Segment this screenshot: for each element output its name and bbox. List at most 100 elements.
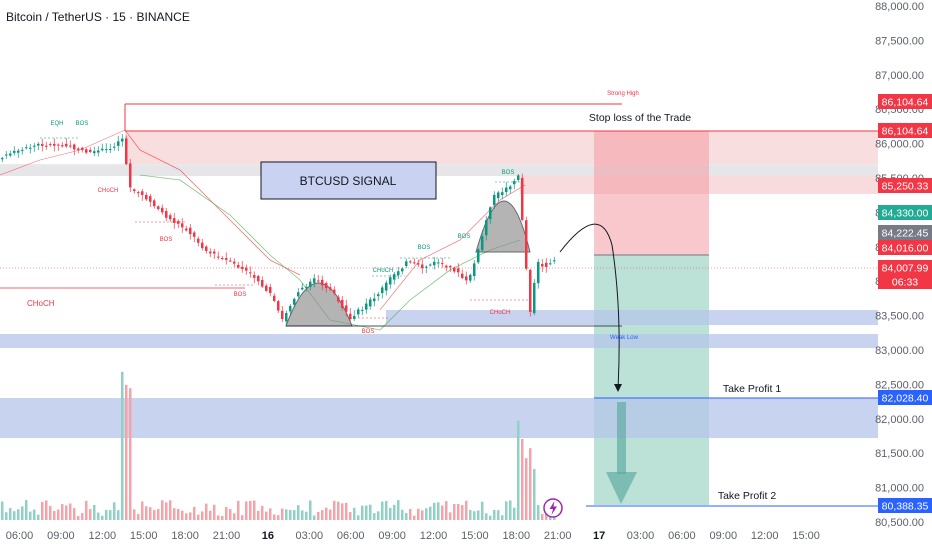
candle xyxy=(169,213,172,222)
volume-bar xyxy=(257,510,260,520)
volume-bar xyxy=(157,509,160,520)
volume-bar xyxy=(269,508,272,520)
volume-bar xyxy=(465,500,468,520)
volume-bar xyxy=(437,502,440,520)
candle xyxy=(401,267,404,275)
time-tick: 03:00 xyxy=(296,530,324,542)
time-tick: 16 xyxy=(262,530,274,542)
volume-bar xyxy=(145,506,148,520)
structure-labels: EQH BOS CHoCH BOS BOS BOS CHoCH BOS BOS CHoCH BOS xyxy=(50,121,514,335)
volume-bar xyxy=(141,501,144,520)
candle xyxy=(337,294,340,304)
candle xyxy=(393,271,396,285)
candle xyxy=(81,146,84,153)
volume-bar xyxy=(457,503,460,520)
time-tick: 12:00 xyxy=(89,530,117,542)
candle xyxy=(173,213,176,229)
volume-bar xyxy=(81,513,84,520)
time-tick: 21:00 xyxy=(213,530,241,542)
svg-text:06:33: 06:33 xyxy=(892,277,918,289)
candle xyxy=(305,283,308,292)
volume-bar xyxy=(481,501,484,520)
volume-bar xyxy=(541,513,544,520)
candle xyxy=(177,219,180,229)
volume-bar xyxy=(265,511,268,520)
volume-bar xyxy=(381,501,384,520)
candle xyxy=(153,198,156,209)
svg-text:84,222.45: 84,222.45 xyxy=(882,228,929,240)
volume-bar xyxy=(501,515,504,520)
candle xyxy=(141,188,144,201)
volume-bar xyxy=(337,501,340,520)
candle xyxy=(485,216,488,241)
volume-bar xyxy=(189,512,192,520)
candle xyxy=(369,297,372,310)
price-tick: 81,000.00 xyxy=(875,483,924,495)
candle xyxy=(217,251,220,260)
time-tick: 18:00 xyxy=(503,530,531,542)
volume-bar xyxy=(413,515,416,520)
candle xyxy=(437,258,440,268)
volume-bar xyxy=(409,508,412,520)
candle xyxy=(213,248,216,259)
volume-bar xyxy=(205,503,208,520)
volume-bar xyxy=(277,515,280,520)
volume-bar xyxy=(73,508,76,520)
candle xyxy=(9,150,12,158)
candle xyxy=(57,143,60,151)
volume-bar xyxy=(121,371,124,520)
candle xyxy=(405,258,408,268)
candle xyxy=(209,248,212,258)
candle xyxy=(133,188,136,194)
volume-bar xyxy=(9,508,12,520)
volume-bar xyxy=(133,509,136,520)
candle xyxy=(377,292,380,301)
candle xyxy=(501,187,504,200)
candle xyxy=(413,258,416,265)
zones xyxy=(0,131,878,505)
candle xyxy=(229,257,232,263)
volume-bar xyxy=(181,510,184,520)
replay-icon[interactable] xyxy=(543,498,563,518)
candle xyxy=(105,143,108,154)
price-tag: 85,250.33 xyxy=(878,178,932,193)
candle xyxy=(265,283,268,293)
candle xyxy=(533,279,536,316)
candle xyxy=(473,260,476,281)
candle xyxy=(289,303,292,316)
volume-bar xyxy=(397,500,400,520)
candle xyxy=(457,263,460,278)
candle xyxy=(449,265,452,273)
candle xyxy=(509,184,512,194)
candle xyxy=(181,218,184,233)
candle xyxy=(121,133,124,147)
volume-bar xyxy=(529,448,532,520)
price-tick: 81,500.00 xyxy=(875,448,924,460)
candle xyxy=(433,257,436,270)
candle xyxy=(197,236,200,247)
candle xyxy=(477,248,480,265)
candle xyxy=(373,292,376,307)
candle xyxy=(41,138,44,152)
volume-bar xyxy=(493,509,496,520)
candle xyxy=(521,173,524,222)
candle xyxy=(285,310,288,326)
volume-bar xyxy=(489,515,492,520)
volume-bar xyxy=(477,510,480,520)
candle xyxy=(13,146,16,156)
candle xyxy=(397,267,400,279)
volume-bar xyxy=(217,515,220,520)
candle xyxy=(517,173,520,183)
time-tick: 09:00 xyxy=(47,530,75,542)
candle xyxy=(277,299,280,313)
candle xyxy=(281,306,284,323)
candle xyxy=(69,140,72,149)
candle xyxy=(37,141,40,150)
volume-bar xyxy=(49,505,52,520)
volume-bar xyxy=(393,504,396,520)
candle xyxy=(325,281,328,293)
volume-bar xyxy=(353,507,356,520)
candle xyxy=(113,142,116,151)
volume-bar xyxy=(321,510,324,520)
